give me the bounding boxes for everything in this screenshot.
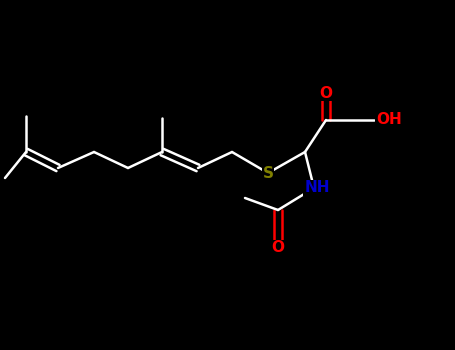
Text: O: O	[319, 85, 333, 100]
Text: O: O	[272, 240, 284, 256]
Text: NH: NH	[304, 181, 330, 196]
Text: S: S	[263, 166, 273, 181]
Text: OH: OH	[376, 112, 402, 127]
